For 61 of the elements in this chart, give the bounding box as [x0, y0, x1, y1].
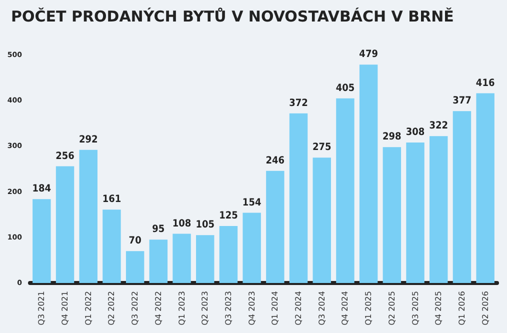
x-tick-label: Q1 2026	[457, 291, 466, 326]
x-tick-label: Q4 2022	[154, 291, 163, 326]
data-label: 154	[242, 197, 262, 208]
x-tick-label: Q3 2022	[130, 291, 140, 326]
bar	[79, 150, 98, 283]
x-tick-label: Q2 2025	[387, 291, 396, 326]
data-label: 377	[452, 96, 472, 107]
bar	[196, 235, 214, 283]
bar	[172, 234, 191, 283]
bar	[126, 251, 144, 283]
x-tick-label: Q4 2024	[340, 291, 350, 326]
bar	[336, 98, 354, 283]
data-label: 108	[172, 218, 192, 230]
data-label: 125	[219, 210, 238, 222]
bar	[406, 142, 424, 283]
chart-title: POČET PRODANÝCH BYTŮ V NOVOSTAVBÁCH V BRNĚ	[11, 8, 454, 26]
bar	[266, 170, 284, 283]
data-label: 479	[359, 49, 378, 60]
x-tick-label: Q1 2025	[364, 291, 374, 326]
data-label: 372	[289, 98, 308, 109]
bar	[242, 212, 261, 283]
data-label: 105	[196, 220, 215, 231]
x-tick-label: Q4 2025	[434, 291, 444, 326]
x-tick-label: Q3 2023	[224, 291, 233, 326]
bar	[102, 210, 121, 283]
data-label: 70	[128, 236, 142, 247]
data-label: 95	[152, 224, 165, 236]
x-tick-label: Q1 2024	[270, 291, 280, 326]
x-tick-label: Q1 2023	[177, 291, 186, 326]
x-tick-label: Q2 2023	[200, 291, 210, 326]
bar	[359, 64, 378, 283]
bar	[289, 113, 308, 283]
x-tick-label: Q2 2022	[107, 291, 116, 326]
x-tick-label: Q4 2021	[60, 291, 70, 326]
data-label: 298	[382, 132, 402, 143]
x-tick-label: Q2 2026	[480, 291, 490, 326]
data-label: 256	[56, 150, 74, 162]
data-label: 246	[266, 155, 285, 166]
data-label: 275	[312, 142, 332, 154]
data-label: 161	[102, 194, 122, 206]
x-tick-label: Q3 2021	[37, 291, 46, 326]
x-tick-label: Q2 2024	[294, 291, 304, 326]
bar	[32, 199, 51, 283]
bar	[149, 240, 168, 283]
x-tick-label: Q1 2022	[84, 291, 93, 326]
bar	[56, 166, 74, 283]
data-label: 184	[32, 184, 52, 195]
data-label: 308	[406, 127, 425, 138]
bar	[312, 158, 331, 283]
data-label: 322	[429, 120, 448, 132]
bar	[452, 111, 472, 283]
bar	[476, 93, 494, 283]
data-label: 405	[336, 82, 355, 94]
x-tick-label: Q3 2025	[410, 291, 420, 326]
bar	[382, 147, 402, 283]
bar	[219, 226, 238, 283]
x-tick-label: Q3 2024	[317, 291, 326, 326]
x-tick-label: Q4 2023	[247, 291, 256, 326]
data-label: 416	[476, 78, 495, 89]
data-label: 292	[78, 134, 98, 146]
bar	[430, 136, 448, 283]
